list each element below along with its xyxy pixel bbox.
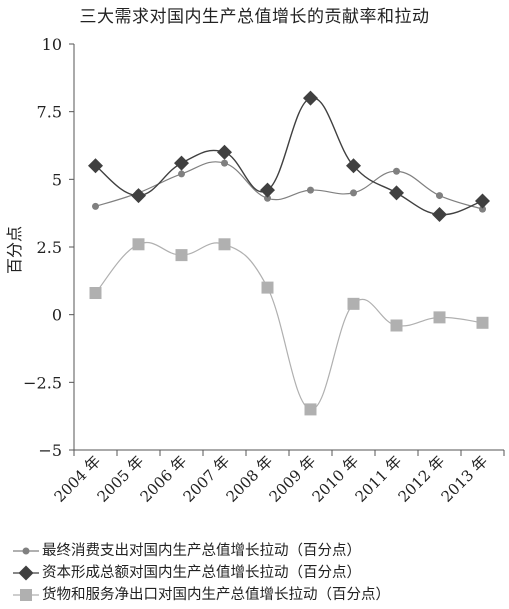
y-tick-label: −5 bbox=[38, 441, 62, 460]
series-1-point bbox=[178, 170, 185, 178]
x-tick-label: 2013 年 bbox=[438, 452, 492, 506]
series-3-point bbox=[132, 238, 145, 251]
y-tick-label: 0 bbox=[52, 306, 62, 325]
series-1-point bbox=[479, 205, 486, 213]
legend-marker-circle-icon bbox=[13, 547, 39, 555]
x-tick-label: 2004 年 bbox=[51, 452, 105, 506]
y-tick-label: 10 bbox=[42, 35, 62, 54]
series-2-point bbox=[260, 182, 275, 198]
legend-label: 最终消费支出对国内生产总值增长拉动（百分点） bbox=[42, 543, 361, 559]
series-line-1 bbox=[95, 161, 483, 210]
series-3-point bbox=[304, 403, 317, 416]
legend-symbol bbox=[18, 565, 34, 581]
legend-item-2: 资本形成总额对国内生产总值增长拉动（百分点） bbox=[12, 562, 502, 584]
series-1-point bbox=[221, 159, 228, 167]
y-tick-label: 2.5 bbox=[37, 238, 62, 257]
series-2-point bbox=[131, 188, 146, 204]
x-tick-label: 2009 年 bbox=[266, 452, 320, 506]
x-tick-label: 2007 年 bbox=[180, 452, 234, 506]
series-2-point bbox=[389, 185, 404, 201]
series-3-point bbox=[218, 238, 231, 251]
y-tick-label: −2.5 bbox=[23, 373, 62, 392]
legend-marker-square-icon bbox=[13, 589, 39, 601]
series-1-point bbox=[264, 194, 271, 202]
legend-label: 资本形成总额对国内生产总值增长拉动（百分点） bbox=[42, 565, 361, 581]
legend-item-1: 最终消费支出对国内生产总值增长拉动（百分点） bbox=[12, 540, 502, 562]
y-axis-label: 百分点 bbox=[5, 226, 24, 274]
series-2-point bbox=[346, 158, 361, 174]
series-3-point bbox=[347, 297, 360, 310]
series-3-point bbox=[261, 281, 274, 294]
series-2-point bbox=[475, 193, 490, 209]
series-1-point bbox=[92, 202, 99, 210]
chart-title: 三大需求对国内生产总值增长的贡献率和拉动 bbox=[79, 7, 430, 27]
x-tick-label: 2010 年 bbox=[309, 452, 363, 506]
x-tick-label: 2008 年 bbox=[223, 452, 277, 506]
series-line-3 bbox=[95, 241, 483, 410]
legend-label: 货物和服务净出口对国内生产总值增长拉动（百分点） bbox=[42, 587, 390, 603]
x-tick-label: 2012 年 bbox=[395, 452, 449, 506]
legend-symbol bbox=[20, 589, 32, 601]
legend-symbol bbox=[22, 547, 30, 555]
chart-legend: 最终消费支出对国内生产总值增长拉动（百分点） 资本形成总额对国内生产总值增长拉动（… bbox=[12, 540, 502, 606]
series-3-point bbox=[433, 311, 446, 324]
series-2-point bbox=[217, 144, 232, 160]
series-3-point bbox=[175, 249, 188, 262]
series-1-point bbox=[393, 167, 400, 175]
series-3-point bbox=[89, 287, 102, 300]
series-2-point bbox=[174, 155, 189, 171]
legend-marker-diamond-icon bbox=[13, 565, 39, 581]
series-2-point bbox=[88, 158, 103, 174]
x-tick-label: 2006 年 bbox=[137, 452, 191, 506]
series-3-point bbox=[476, 316, 489, 329]
series-1-point bbox=[307, 186, 314, 194]
y-tick-label: 7.5 bbox=[37, 103, 62, 122]
series-2-point bbox=[303, 90, 318, 106]
legend-item-3: 货物和服务净出口对国内生产总值增长拉动（百分点） bbox=[12, 584, 502, 606]
x-tick-label: 2011 年 bbox=[352, 452, 406, 506]
series-2-point bbox=[432, 207, 447, 223]
series-1-point bbox=[436, 192, 443, 200]
series-3-point bbox=[390, 319, 403, 332]
y-tick-label: 5 bbox=[52, 170, 62, 189]
x-tick-label: 2005 年 bbox=[94, 452, 148, 506]
series-1-point bbox=[350, 189, 357, 197]
series-line-2 bbox=[95, 97, 483, 216]
